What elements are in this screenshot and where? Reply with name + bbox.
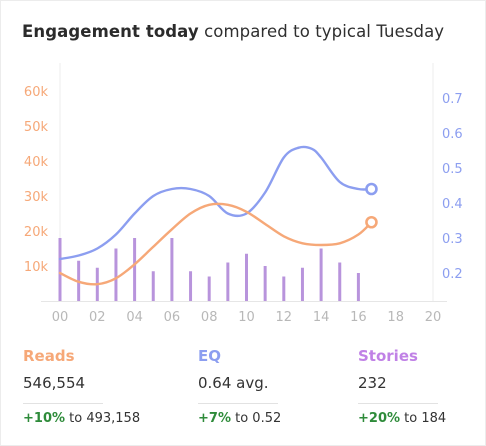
y-left-tick-label: 50k [24,120,49,135]
y-right-tick-label: 0.7 [442,92,463,107]
stories-bar [226,262,230,301]
stories-bar [356,273,360,301]
eq-endpoint-marker [365,182,378,196]
reads-line [58,202,373,286]
stories-bar [58,238,62,301]
stories-bar [300,267,304,301]
stat-reads-label: Reads [23,347,75,365]
x-tick-label: 08 [201,310,218,325]
stat-eq-label: EQ [198,347,221,365]
stat-stories-label: Stories [358,347,418,365]
stat-eq: EQ 0.64 avg. +7% to 0.52 [198,346,348,426]
x-tick-label: 06 [164,310,181,325]
stories-bar [189,271,193,301]
stories-bar [263,266,267,301]
x-tick-label: 16 [350,310,367,325]
stories-bar [114,248,118,301]
stat-eq-change-pct: +7% [198,411,231,426]
y-right-tick-label: 0.2 [442,267,463,282]
x-tick-label: 12 [276,310,293,325]
y-right-tick-label: 0.4 [442,197,463,212]
stat-stories-change: +20% to 184 [358,411,486,426]
stories-bar [207,276,211,301]
stories-bar [245,253,248,301]
x-tick-label: 00 [52,310,69,325]
stories-bar [319,248,323,301]
y-left-tick-label: 40k [24,155,49,170]
y-right-tick-label: 0.3 [442,232,463,247]
stat-reads-divider [23,403,103,404]
x-tick-label: 02 [89,310,106,325]
y-right-tick-label: 0.6 [442,127,463,142]
stat-stories-change-rest: to 184 [404,411,447,426]
stories-bar [133,238,137,301]
x-tick-label: 20 [425,310,442,325]
header-title-rest: compared to typical Tuesday [204,22,445,41]
stories-bar [338,262,342,301]
y-left-tick-label: 30k [24,190,49,205]
stat-eq-change: +7% to 0.52 [198,411,348,426]
stats-row: Reads 546,554 +10% to 493,158 EQ 0.64 av… [1,346,486,446]
y-left-tick-label: 60k [24,85,49,100]
x-tick-label: 14 [313,310,330,325]
stat-stories: Stories 232 +20% to 184 [358,346,486,426]
stat-stories-divider [358,403,438,404]
stories-bar [282,276,286,301]
y-right-tick-label: 0.5 [442,162,463,177]
stat-eq-divider [198,403,278,404]
y-left-tick-label: 20k [24,225,49,240]
stat-reads-change-pct: +10% [23,411,66,426]
stat-eq-value: 0.64 avg. [198,374,269,392]
engagement-chart: 10k 20k 30k 40k 50k 60k 0.2 0.3 0.4 0.5 0.6 0.7 00 02… [24,63,463,325]
header-title-bold: Engagement today [22,22,199,41]
stat-reads-change: +10% to 493,158 [23,411,173,426]
x-tick-label: 04 [126,310,143,325]
stat-stories-value: 232 [358,374,387,392]
stories-bar [170,238,174,301]
x-tick-label: 10 [238,310,255,325]
stat-stories-change-pct: +20% [358,411,401,426]
eq-line [58,145,373,261]
stat-reads-change-rest: to 493,158 [69,411,141,426]
x-tick-label: 18 [387,310,404,325]
y-left-tick-label: 10k [24,260,49,275]
reads-endpoint-marker [365,215,378,229]
stories-bar [151,271,155,301]
stat-reads-value: 546,554 [23,374,86,392]
chart-header: Engagement today compared to typical Tue… [22,22,444,41]
stat-reads: Reads 546,554 +10% to 493,158 [23,346,173,426]
stat-eq-change-rest: to 0.52 [235,411,282,426]
